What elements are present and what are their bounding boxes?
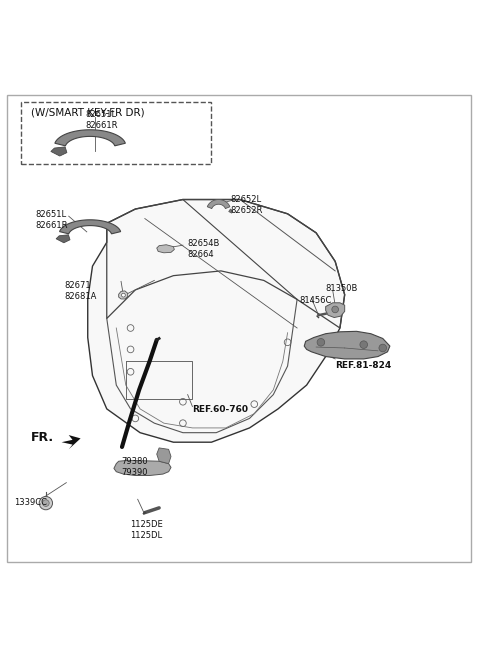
Polygon shape	[61, 435, 81, 449]
Circle shape	[360, 341, 368, 348]
Polygon shape	[228, 209, 233, 213]
Polygon shape	[51, 147, 67, 156]
Polygon shape	[304, 331, 390, 359]
Text: 81350B: 81350B	[325, 285, 358, 293]
Text: 82671
82681A: 82671 82681A	[64, 281, 96, 301]
Bar	[21, 102, 212, 164]
Circle shape	[121, 293, 125, 297]
Text: FR.: FR.	[31, 431, 54, 444]
Text: 82651L
82661R: 82651L 82661R	[85, 110, 118, 130]
Text: 82654B
82664: 82654B 82664	[188, 239, 220, 259]
Circle shape	[39, 497, 52, 510]
Polygon shape	[119, 291, 128, 299]
Polygon shape	[56, 235, 70, 243]
Text: 1125DE
1125DL: 1125DE 1125DL	[131, 520, 163, 540]
Text: 82652L
82652R: 82652L 82652R	[230, 195, 263, 215]
Polygon shape	[88, 199, 345, 442]
Text: REF.81-824: REF.81-824	[335, 361, 391, 369]
Polygon shape	[157, 245, 174, 253]
Circle shape	[317, 338, 324, 346]
Circle shape	[332, 306, 338, 313]
Polygon shape	[157, 448, 171, 464]
Polygon shape	[55, 130, 125, 146]
Polygon shape	[114, 461, 171, 476]
Circle shape	[379, 344, 386, 352]
Text: 1339CC: 1339CC	[14, 498, 47, 507]
Circle shape	[43, 500, 49, 506]
Text: 79380
79390: 79380 79390	[121, 457, 148, 477]
Text: REF.60-760: REF.60-760	[192, 405, 249, 415]
Polygon shape	[207, 199, 230, 209]
Polygon shape	[325, 303, 345, 318]
Text: (W/SMART KEY-FR DR): (W/SMART KEY-FR DR)	[31, 108, 144, 117]
Text: 81456C: 81456C	[300, 296, 332, 305]
Polygon shape	[60, 220, 120, 234]
Text: 82651L
82661R: 82651L 82661R	[36, 210, 68, 230]
